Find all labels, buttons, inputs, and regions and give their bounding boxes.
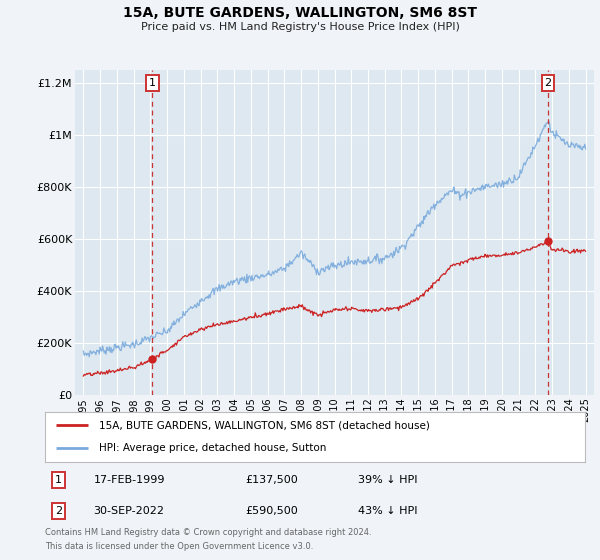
Text: 1: 1 — [149, 78, 156, 88]
Text: 2: 2 — [55, 506, 62, 516]
Text: HPI: Average price, detached house, Sutton: HPI: Average price, detached house, Sutt… — [99, 444, 326, 454]
Text: 15A, BUTE GARDENS, WALLINGTON, SM6 8ST: 15A, BUTE GARDENS, WALLINGTON, SM6 8ST — [123, 6, 477, 20]
Text: Contains HM Land Registry data © Crown copyright and database right 2024.: Contains HM Land Registry data © Crown c… — [45, 528, 371, 536]
Text: This data is licensed under the Open Government Licence v3.0.: This data is licensed under the Open Gov… — [45, 542, 313, 550]
Text: 30-SEP-2022: 30-SEP-2022 — [94, 506, 164, 516]
Text: 1: 1 — [55, 475, 62, 485]
Text: 17-FEB-1999: 17-FEB-1999 — [94, 475, 165, 485]
Text: 2: 2 — [544, 78, 551, 88]
Text: £590,500: £590,500 — [245, 506, 298, 516]
Text: Price paid vs. HM Land Registry's House Price Index (HPI): Price paid vs. HM Land Registry's House … — [140, 22, 460, 32]
Text: 15A, BUTE GARDENS, WALLINGTON, SM6 8ST (detached house): 15A, BUTE GARDENS, WALLINGTON, SM6 8ST (… — [99, 420, 430, 430]
Text: 39% ↓ HPI: 39% ↓ HPI — [358, 475, 418, 485]
Text: 43% ↓ HPI: 43% ↓ HPI — [358, 506, 418, 516]
Text: £137,500: £137,500 — [245, 475, 298, 485]
